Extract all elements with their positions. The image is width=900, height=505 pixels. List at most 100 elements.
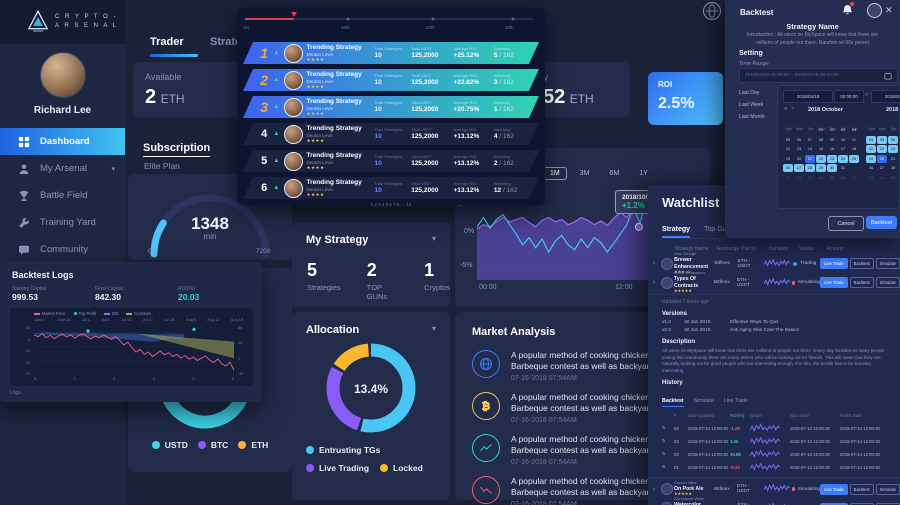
notification-bell-icon[interactable]	[842, 2, 854, 15]
calendar-day[interactable]: 06	[796, 137, 802, 142]
news-item[interactable]: A popular method of cooking chicken in Ba…	[472, 350, 710, 382]
backtest-button[interactable]: Backtest	[849, 258, 874, 269]
range-button-1y[interactable]: 1Y	[639, 170, 648, 177]
calendar-day[interactable]: 06	[888, 135, 898, 144]
live-trade-button[interactable]: Live Trade	[820, 502, 848, 505]
calendar-day[interactable]: 23	[827, 154, 837, 163]
tab-strategy[interactable]: Strategy	[662, 226, 691, 238]
refresh-icon[interactable]: ↻	[662, 438, 666, 444]
calendar-day[interactable]: 21	[805, 154, 815, 163]
calendar-day[interactable]: 29	[796, 128, 802, 132]
cancel-button[interactable]: Cancel	[828, 216, 864, 231]
history-tab-live-trade[interactable]: Live Trade	[723, 397, 749, 404]
watchlist-row[interactable]: › Wes George Brewer Enhancement ★★★ x2 Bitfi…	[648, 252, 900, 274]
history-row[interactable]: ↻ 02 2018-07-14 12:00:30 15.88 2018-07-14 12…	[662, 448, 900, 461]
calendar-day[interactable]: 04	[851, 128, 857, 132]
calendar-day[interactable]: 07	[807, 137, 813, 142]
refresh-icon[interactable]: ↻	[662, 425, 666, 431]
calendar-day[interactable]: 29	[816, 164, 826, 172]
sidebar-item-dashboard[interactable]: Dashboard	[0, 128, 125, 155]
leaderboard-row[interactable]: 3 ▲ Trending Strategy Deuton Levin ★★★★ Total…	[243, 96, 539, 118]
calendar-day[interactable]: 08	[818, 137, 824, 142]
news-item[interactable]: A popular method of cooking chicken in Ba…	[472, 433, 710, 466]
refresh-icon[interactable]: ↻	[662, 464, 666, 470]
calendar-day[interactable]: 26	[783, 164, 793, 172]
sidebar-item-community[interactable]: Community	[0, 236, 125, 263]
calendar-day[interactable]: 28	[868, 128, 874, 132]
sidebar-item-my-arsenal[interactable]: My Arsenal ▾	[0, 155, 125, 182]
backtest-button[interactable]: Backtest	[849, 483, 874, 495]
calendar-day[interactable]	[849, 164, 859, 172]
leaderboard-row[interactable]: 6 ▲ Trending Strategy Deuton Levin ★★★★ Total…	[243, 177, 539, 199]
calendar-day[interactable]: 18	[851, 147, 857, 151]
calendar-day[interactable]: 15	[818, 147, 824, 151]
calendar-day[interactable]: 20	[877, 154, 887, 163]
calendar-day[interactable]: 28	[805, 164, 815, 172]
leaderboard-pagination[interactable]: 1 2 3 4 5 6 7 8 … 12	[370, 202, 412, 207]
calendar-day[interactable]: 21	[890, 156, 896, 161]
simulate-button[interactable]: Simulate	[875, 277, 900, 288]
prev-month-icon[interactable]: ‹	[792, 106, 794, 112]
calendar-day[interactable]: 13	[796, 147, 802, 151]
calendar-day[interactable]: 27	[879, 166, 885, 170]
calendar-day[interactable]: 04	[866, 135, 876, 144]
time-range-input[interactable]: 2015/04/18 00:00:00 ~ 2015/04/18 00:00:0…	[739, 68, 898, 83]
calendar-day[interactable]: 07	[851, 175, 857, 180]
calendar-day[interactable]: 13	[888, 145, 898, 153]
calendar-day[interactable]: 25	[849, 154, 859, 163]
calendar-day[interactable]: 03	[807, 175, 813, 180]
user-avatar[interactable]	[39, 52, 86, 98]
tab-trader[interactable]: Trader	[150, 36, 184, 48]
refresh-icon[interactable]: ↻	[662, 451, 666, 457]
expand-icon[interactable]: ›	[653, 279, 656, 286]
calendar-day[interactable]: 24	[838, 154, 848, 163]
quick-range-last-day[interactable]: Last Day	[739, 90, 760, 96]
tab-top-gun[interactable]: Top Gun	[704, 226, 731, 233]
calendar-day[interactable]: 01	[818, 128, 824, 132]
calendar-icon[interactable]	[884, 72, 892, 80]
calendar-day[interactable]: 05	[785, 137, 791, 142]
date-from-field[interactable]: 2015/04/18	[783, 90, 833, 103]
calendar-day[interactable]: 01	[785, 175, 791, 180]
prev-year-icon[interactable]: «	[784, 106, 788, 112]
sidebar-item-training-yard[interactable]: Training Yard	[0, 209, 125, 236]
calendar-day[interactable]: 02	[829, 128, 835, 132]
watchlist-row[interactable]: › Annie Williamson Types Of Contracts ★★★★★…	[648, 271, 900, 293]
leaderboard-row[interactable]: 5 ▲ Trending Strategy Deuton Levin ★★★★ Total…	[243, 150, 539, 172]
range-button-1m[interactable]: 1M	[543, 167, 567, 180]
close-icon[interactable]: ✕	[885, 5, 893, 15]
calendar-day[interactable]: 20	[796, 156, 802, 161]
leaderboard-row[interactable]: 4 ▲ Trending Strategy Deuton Levin ★★★★ Total…	[243, 123, 539, 145]
calendar-day[interactable]: 26	[868, 166, 874, 170]
calendar-day[interactable]: 10	[840, 137, 846, 142]
range-button-3m[interactable]: 3M	[579, 170, 590, 177]
expand-icon[interactable]: ›	[653, 260, 656, 267]
date-to-field[interactable]: 2015/04/18	[871, 90, 900, 103]
calendar-day[interactable]: 11	[852, 137, 856, 142]
calendar-day[interactable]: 12	[785, 147, 791, 151]
calendar-day[interactable]: 30	[827, 164, 837, 172]
history-tab-simulate[interactable]: Simulate	[693, 397, 714, 404]
logo[interactable]: C R Y P T O - A R S E N A L	[0, 0, 125, 44]
calendar-day[interactable]: 03	[840, 128, 846, 132]
calendar-day[interactable]: 27	[794, 164, 804, 172]
calendar-day[interactable]: 09	[829, 137, 835, 142]
calendar-day[interactable]: 04	[818, 175, 824, 180]
history-row[interactable]: ↻ 04 2018-07-14 12:00:30 -1.25 2018-07-14 12…	[662, 422, 900, 435]
range-button-6m[interactable]: 6M	[609, 170, 620, 177]
live-trade-button[interactable]: Live Trade	[820, 258, 848, 269]
news-item[interactable]: A popular method of cooking chicken in Ba…	[472, 475, 710, 505]
chevron-down-icon[interactable]: ▾	[111, 165, 115, 173]
calendar-day[interactable]: 11	[866, 145, 876, 153]
news-item[interactable]: ₿ A popular method of cooking chicken in B…	[472, 391, 710, 424]
calendar-day[interactable]: 14	[807, 147, 813, 151]
calendar-day[interactable]: 05	[829, 175, 835, 180]
globe-avatar[interactable]	[703, 2, 721, 20]
simulate-button[interactable]: Simulate	[875, 258, 900, 269]
quick-range-last-month[interactable]: Last Month	[739, 114, 765, 120]
calendar-day[interactable]: 28	[785, 128, 791, 132]
calendar-day[interactable]: 30	[807, 128, 813, 132]
live-trade-button[interactable]: Live Trade	[820, 277, 848, 288]
calendar-day[interactable]: 03	[868, 175, 874, 180]
